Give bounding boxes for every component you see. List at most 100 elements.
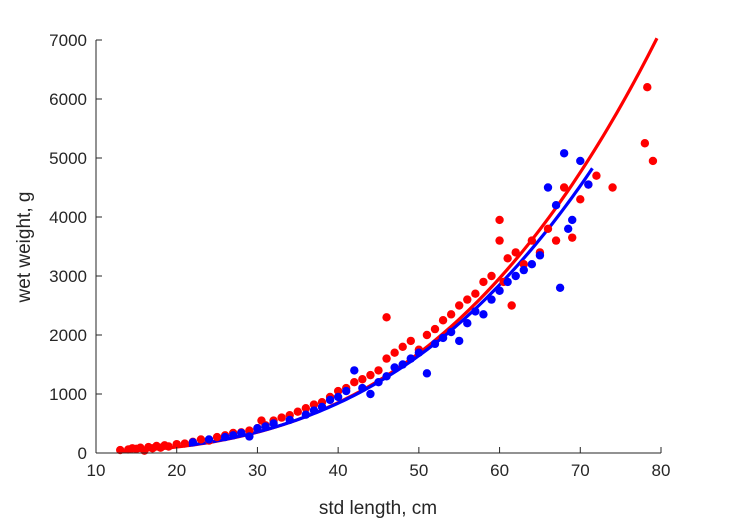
data-point-series-1 [648,156,658,166]
data-point-series-2 [382,372,391,381]
data-point-series-1 [422,330,432,340]
data-point-series-2 [374,378,383,387]
data-point-series-2 [471,307,480,316]
data-point-series-1 [382,313,391,322]
x-tick-label: 30 [248,461,267,480]
data-point-series-1 [366,370,375,380]
data-point-series-2 [398,360,407,369]
data-point-series-2 [317,402,327,412]
data-point-series-2 [584,180,593,189]
fit-curve-2 [188,167,594,447]
data-point-series-1 [358,375,367,384]
data-point-series-1 [463,295,472,304]
data-point-series-2 [438,333,448,343]
data-point-series-1 [551,236,561,245]
x-tick-label: 20 [167,461,186,480]
data-point-series-2 [422,369,432,378]
data-point-series-1 [277,413,286,422]
data-point-series-1 [301,403,311,413]
data-point-series-2 [463,319,472,328]
data-point-series-2 [390,363,399,372]
y-tick-label: 6000 [49,90,87,109]
data-point-series-2 [487,295,496,304]
y-tick-label: 3000 [49,267,87,286]
data-point-series-1 [495,215,504,225]
data-point-series-2 [543,183,553,192]
data-point-series-1 [479,277,488,287]
data-point-series-2 [527,260,537,269]
data-point-series-2 [559,149,569,158]
data-point-series-1 [374,366,383,375]
data-point-series-2 [204,435,214,444]
data-point-series-2 [350,366,359,375]
data-point-series-1 [172,439,181,449]
data-point-series-1 [245,426,254,435]
data-point-series-2 [188,438,198,447]
data-point-series-1 [196,435,206,444]
data-point-series-1 [333,386,343,396]
data-point-series-2 [576,156,585,166]
data-point-series-1 [608,183,617,192]
y-tick-label: 1000 [49,385,87,404]
x-axis-label: std length, cm [319,498,437,519]
data-point-series-1 [382,354,391,363]
data-point-series-1 [640,139,650,148]
y-tick-label: 0 [78,444,87,463]
x-tick-label: 60 [490,461,509,480]
data-point-series-2 [269,419,278,428]
data-point-series-2 [519,265,528,275]
data-point-series-1 [471,289,480,298]
data-point-series-2 [430,339,440,349]
data-point-series-2 [503,277,512,287]
data-point-series-1 [592,171,601,180]
data-point-series-2 [551,201,561,210]
data-point-series-2 [568,215,577,225]
data-point-series-2 [495,286,504,295]
data-point-series-1 [180,439,189,448]
data-point-series-1 [350,378,359,387]
data-point-series-2 [245,432,254,441]
y-tick-label: 7000 [49,31,87,50]
data-point-series-2 [333,392,343,402]
data-point-series-1 [164,442,173,451]
data-point-series-2 [253,424,262,433]
data-point-series-2 [285,415,294,425]
data-point-series-2 [342,386,351,396]
data-point-series-1 [309,400,319,409]
data-point-series-1 [576,195,585,204]
data-point-series-1 [455,301,464,310]
x-tick-label: 80 [652,461,671,480]
data-point-series-2 [237,428,246,438]
data-point-series-1 [511,248,520,257]
data-point-series-1 [438,316,448,325]
scatter-points [116,83,658,455]
data-point-series-1 [406,336,415,346]
data-point-series-1 [446,310,456,319]
data-point-series-1 [430,324,440,334]
x-tick-label: 70 [571,461,590,480]
x-tick-label: 10 [87,461,106,480]
y-axis-label: wet weight, g [14,192,35,304]
data-point-series-2 [229,431,238,440]
data-point-series-2 [555,283,565,292]
y-tick-label: 5000 [49,149,87,168]
data-point-series-2 [535,251,545,260]
data-point-series-1 [643,83,652,92]
data-point-series-2 [414,348,424,357]
data-point-series-2 [406,354,415,363]
data-point-series-2 [220,432,230,442]
data-point-series-2 [301,410,311,419]
data-point-series-2 [455,336,464,346]
data-point-series-1 [398,342,407,351]
y-tick-label: 4000 [49,208,87,227]
data-point-series-2 [446,327,456,337]
fit-curve-1 [120,37,659,453]
data-point-series-1 [495,236,504,245]
x-tick-label: 40 [329,461,348,480]
data-point-series-2 [563,224,573,233]
x-tick-label: 50 [409,461,428,480]
data-point-series-1 [212,432,222,442]
data-point-series-1 [293,407,302,416]
data-point-series-2 [261,422,270,431]
